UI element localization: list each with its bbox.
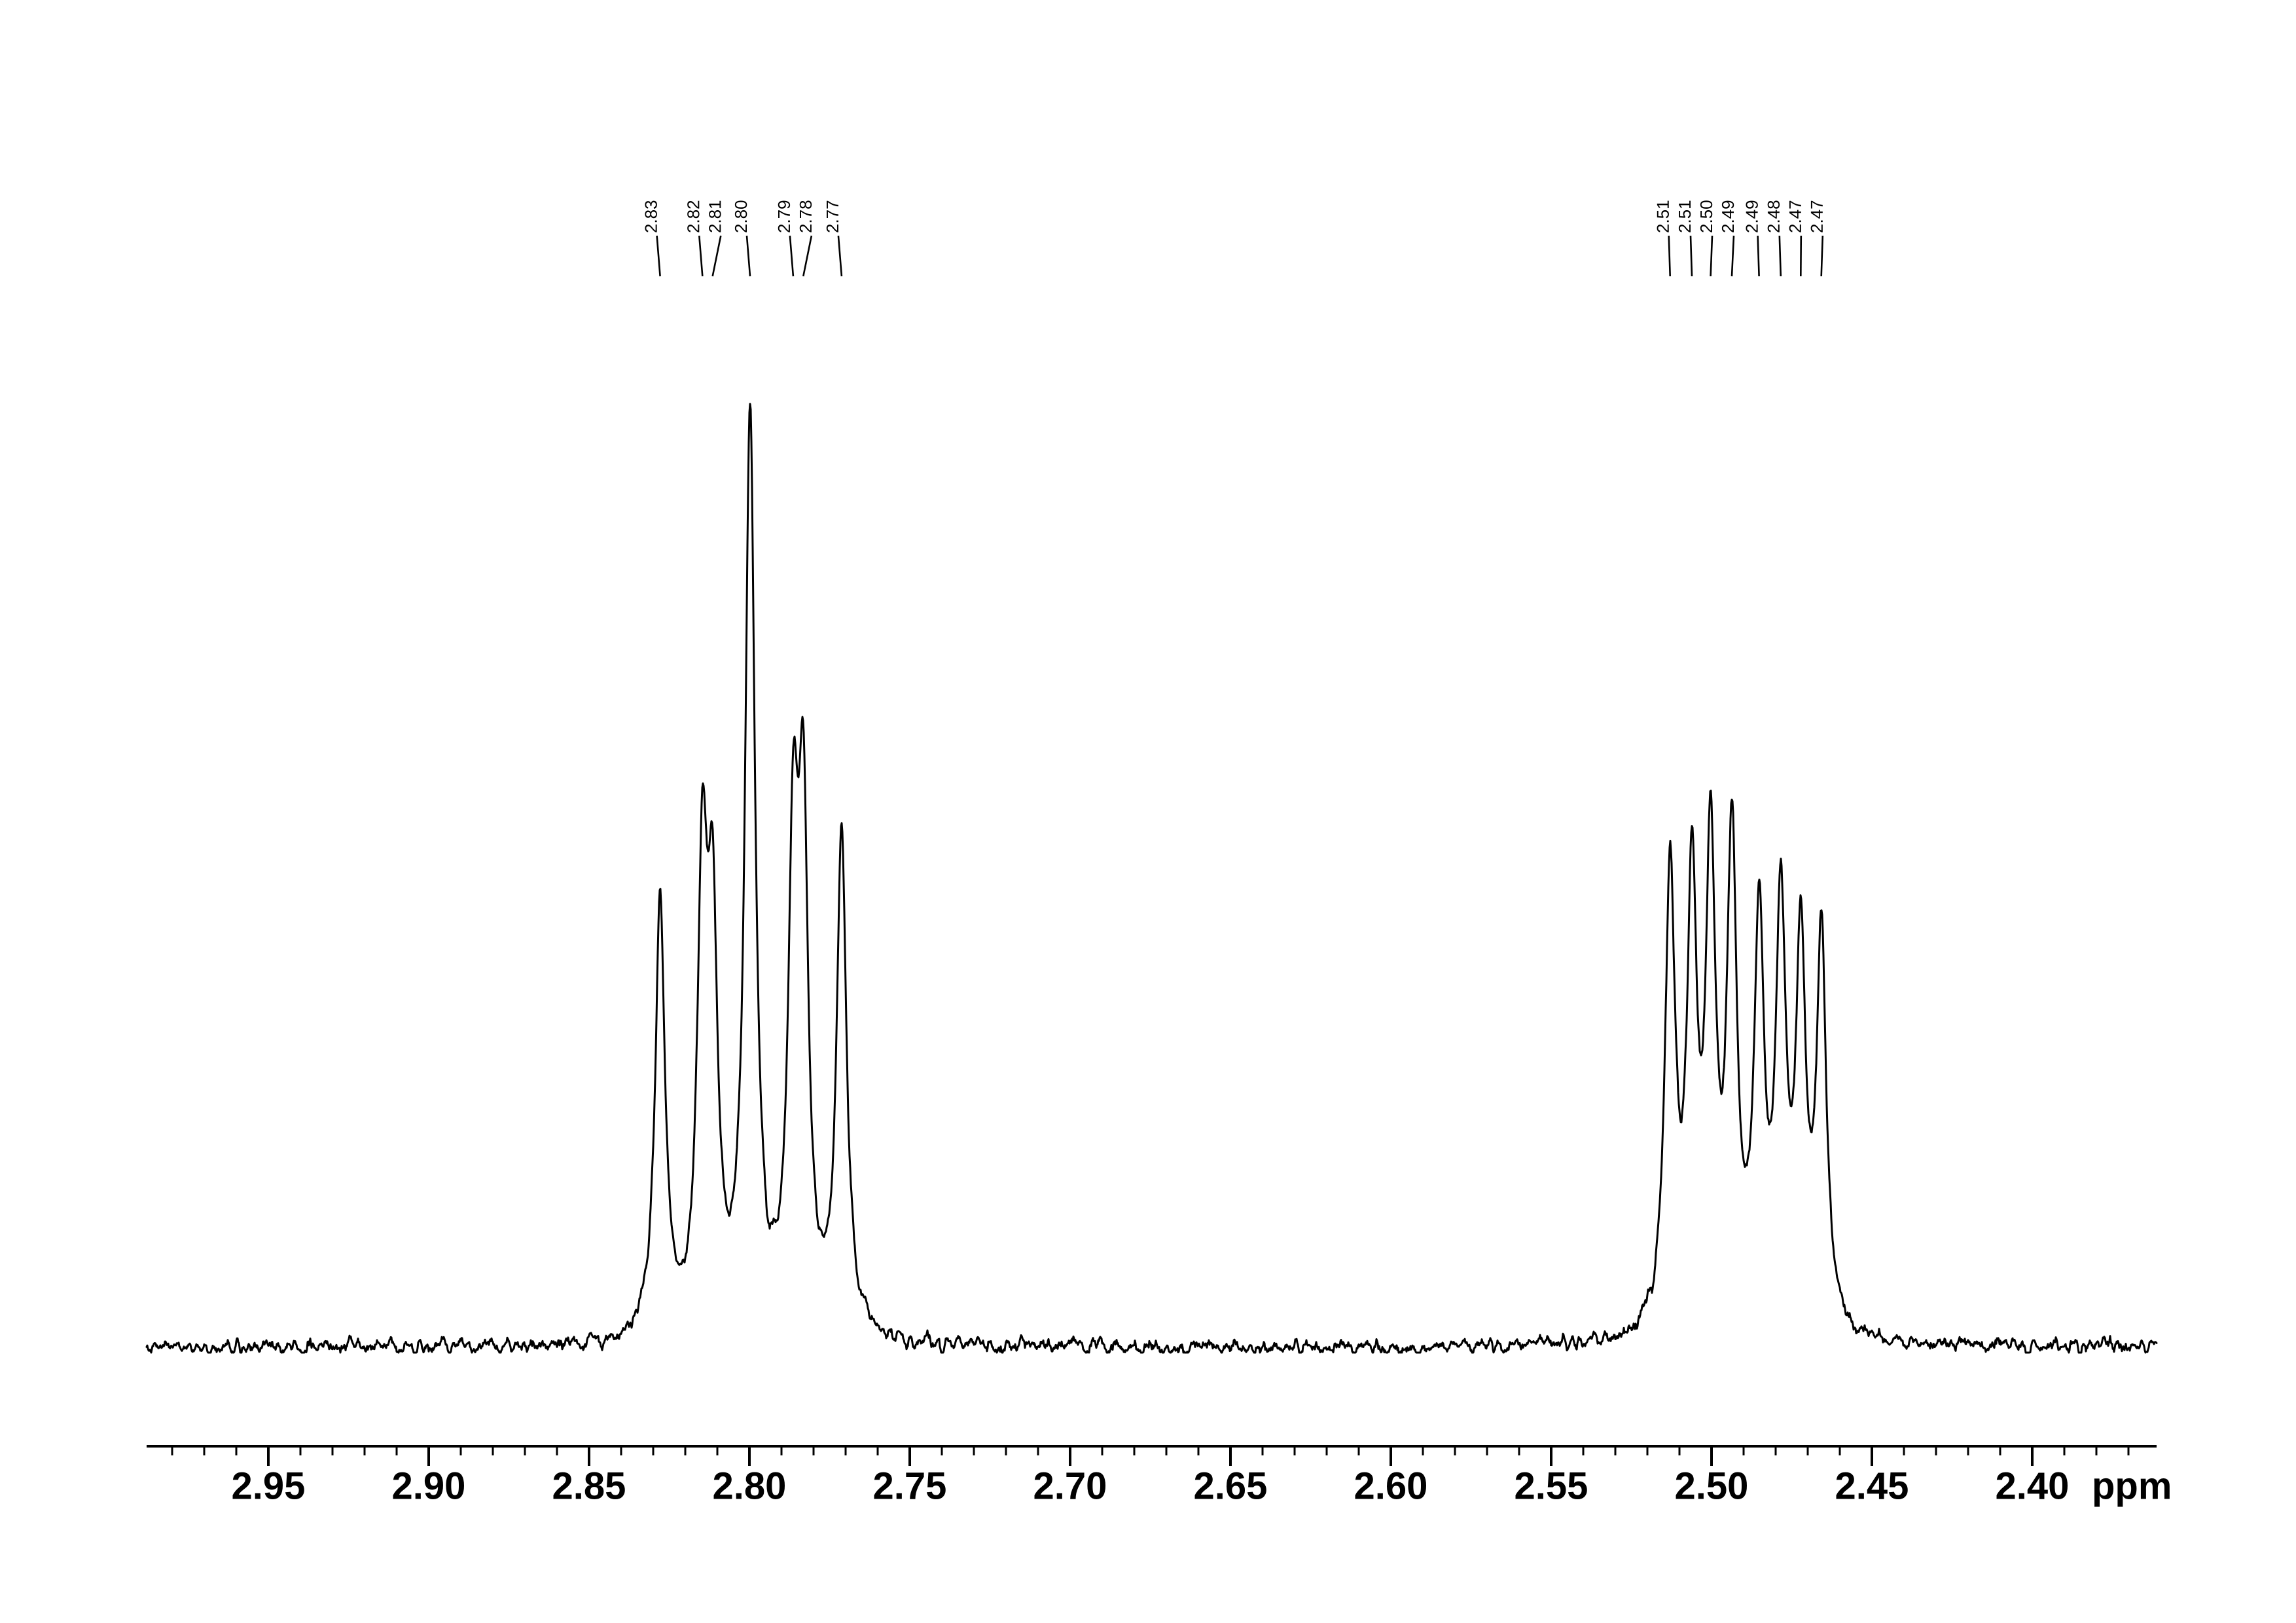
svg-text:2.60: 2.60 bbox=[1354, 1465, 1428, 1508]
svg-text:2.85: 2.85 bbox=[552, 1465, 626, 1508]
svg-text:2.70: 2.70 bbox=[1033, 1465, 1107, 1508]
svg-text:ppm: ppm bbox=[2092, 1465, 2172, 1508]
svg-text:2.55: 2.55 bbox=[1515, 1465, 1588, 1508]
svg-text:2.40: 2.40 bbox=[1996, 1465, 2070, 1508]
svg-text:2.65: 2.65 bbox=[1194, 1465, 1268, 1508]
svg-text:2.90: 2.90 bbox=[392, 1465, 466, 1508]
svg-text:2.80: 2.80 bbox=[713, 1465, 787, 1508]
svg-text:2.95: 2.95 bbox=[232, 1465, 306, 1508]
svg-text:2.50: 2.50 bbox=[1675, 1465, 1749, 1508]
svg-text:2.45: 2.45 bbox=[1835, 1465, 1909, 1508]
svg-text:2.75: 2.75 bbox=[873, 1465, 947, 1508]
